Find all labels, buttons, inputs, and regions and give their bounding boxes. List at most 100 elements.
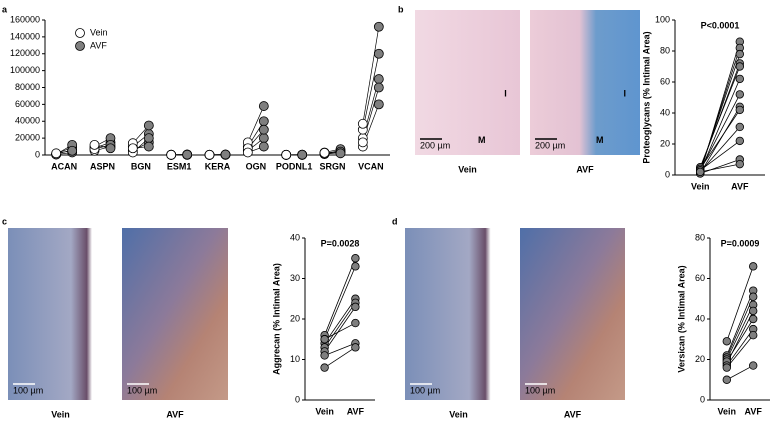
x-tick-label: Vein (691, 181, 710, 191)
y-tick-label: 100000 (10, 65, 40, 75)
x-tick-label: Vein (315, 406, 334, 416)
data-point (357, 118, 368, 129)
x-tick-label: BGN (131, 161, 151, 171)
scale-text: 100 µm (13, 385, 43, 395)
pair-line (362, 53, 380, 130)
data-point (735, 105, 744, 115)
pair-line (324, 342, 356, 356)
data-point (735, 49, 744, 59)
pair-line (362, 26, 380, 124)
data-point (735, 159, 744, 169)
y-axis-label: Proteoglycans (% Intimal Area) (641, 31, 651, 163)
micrograph (405, 228, 512, 400)
data-point (143, 120, 154, 131)
scale-text: 200 µm (535, 140, 565, 150)
y-tick-label: 40 (660, 107, 670, 117)
data-point (320, 363, 329, 372)
pair-line (726, 266, 754, 342)
data-point (320, 335, 329, 344)
panel-letter: a (2, 4, 8, 14)
data-point (258, 141, 269, 152)
data-point (735, 90, 744, 99)
scale-text: 100 µm (127, 385, 157, 395)
x-tick-label: OGN (246, 161, 267, 171)
data-point (373, 21, 384, 32)
data-point (258, 133, 269, 144)
x-tick-label: ASPN (90, 161, 115, 171)
data-point (735, 122, 744, 132)
x-tick-label: PODNL1 (276, 161, 313, 171)
y-tick-label: 20 (660, 138, 670, 148)
x-tick-label: AVF (745, 406, 763, 416)
data-point (281, 149, 292, 160)
data-point (749, 292, 758, 301)
data-point (297, 149, 308, 160)
data-point (722, 375, 731, 384)
y-axis-label: Aggrecan (% Intimal Area) (271, 263, 281, 375)
pair-line (700, 163, 740, 173)
data-point (143, 141, 154, 152)
data-point (351, 262, 360, 271)
data-point (220, 149, 231, 160)
data-point (373, 82, 384, 93)
scale-text: 100 µm (525, 385, 555, 395)
micrograph (8, 228, 113, 400)
pair-line (726, 304, 754, 360)
pair-line (324, 306, 356, 352)
y-tick-label: 40 (290, 232, 300, 242)
pair-line (324, 258, 356, 336)
data-point (258, 101, 269, 111)
pair-line (324, 298, 356, 344)
y-tick-label: 60000 (15, 99, 40, 109)
y-tick-label: 30 (290, 273, 300, 283)
data-point (373, 48, 384, 59)
data-point (351, 302, 360, 312)
legend-marker (75, 28, 85, 38)
pair-line (324, 322, 356, 340)
y-tick-label: 100 (655, 14, 670, 24)
data-point (67, 145, 78, 156)
x-tick-label: KERA (205, 161, 231, 171)
pair-line (726, 318, 754, 362)
pair-line (699, 78, 741, 173)
x-tick-label: ESM1 (167, 161, 192, 171)
data-point (696, 167, 705, 177)
pair-line (726, 296, 754, 358)
pair-line (726, 334, 754, 368)
pair-line (699, 94, 741, 171)
image-label: Vein (449, 409, 468, 419)
data-point (735, 136, 744, 146)
scale-text: 100 µm (410, 385, 440, 395)
stat-label: P<0.0001 (701, 20, 740, 30)
x-tick-label: AVF (731, 181, 749, 191)
pair-line (699, 106, 741, 174)
micrograph (122, 228, 228, 400)
data-point (320, 351, 329, 360)
data-point (89, 139, 100, 150)
data-point (373, 99, 384, 110)
region-label: M (478, 135, 486, 145)
data-point (166, 149, 177, 160)
pair-line (726, 365, 754, 381)
y-tick-label: 0 (295, 394, 300, 404)
pair-line (726, 328, 754, 366)
x-tick-label: Vein (718, 406, 737, 416)
data-point (749, 314, 758, 324)
x-tick-label: ACAN (51, 161, 77, 171)
image-label: Vein (458, 164, 477, 174)
region-label: I (504, 88, 507, 98)
panel-letter: b (398, 4, 404, 14)
data-point (51, 148, 62, 159)
region-label: I (624, 88, 627, 98)
legend-marker (75, 41, 85, 51)
y-tick-label: 60 (695, 273, 705, 283)
data-point (722, 337, 731, 346)
image-label: AVF (564, 409, 582, 419)
pair-line (699, 66, 741, 168)
image-label: Vein (51, 409, 70, 419)
data-point (242, 147, 253, 158)
y-tick-label: 20 (290, 313, 300, 323)
data-point (351, 254, 360, 263)
y-tick-label: 20000 (15, 133, 40, 143)
